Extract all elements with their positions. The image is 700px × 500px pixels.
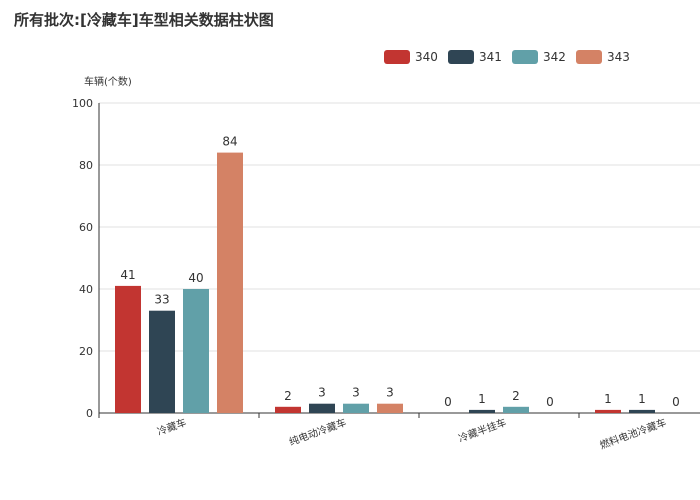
legend-label[interactable]: 340 [415, 50, 438, 64]
data-label: 40 [188, 271, 203, 285]
bar[interactable] [595, 409, 621, 413]
data-label: 2 [284, 389, 292, 403]
bar[interactable] [503, 406, 529, 413]
y-tick-label: 40 [79, 283, 93, 296]
data-label: 0 [546, 395, 554, 409]
legend-swatch[interactable] [384, 50, 410, 64]
x-tick-label: 纯电动冷藏车 [287, 416, 348, 449]
y-tick-label: 100 [72, 97, 93, 110]
y-tick-label: 60 [79, 221, 93, 234]
y-tick-label: 20 [79, 345, 93, 358]
data-label: 3 [352, 386, 360, 400]
legend-swatch[interactable] [512, 50, 538, 64]
bar[interactable] [275, 406, 301, 413]
legend-label[interactable]: 343 [607, 50, 630, 64]
x-tick-label: 冷藏车 [155, 416, 188, 438]
y-axis-label: 车辆(个数) [84, 75, 132, 88]
bar[interactable] [309, 403, 335, 413]
legend-swatch[interactable] [448, 50, 474, 64]
y-tick-label: 80 [79, 159, 93, 172]
chart-title: 所有批次:[冷藏车]车型相关数据柱状图 [14, 11, 274, 29]
x-tick-label: 燃料电池冷藏车 [598, 416, 668, 452]
data-label: 1 [604, 392, 612, 406]
data-label: 0 [444, 395, 452, 409]
data-label: 0 [672, 395, 680, 409]
x-tick-label: 冷藏半挂车 [457, 416, 508, 445]
data-label: 84 [222, 135, 237, 149]
data-label: 3 [318, 386, 326, 400]
bar[interactable] [217, 152, 243, 413]
legend-label[interactable]: 342 [543, 50, 566, 64]
bar[interactable] [469, 409, 495, 413]
data-label: 41 [120, 268, 135, 282]
data-label: 1 [478, 392, 486, 406]
bar[interactable] [377, 403, 403, 413]
bar[interactable] [343, 403, 369, 413]
bar[interactable] [149, 310, 175, 413]
legend-label[interactable]: 341 [479, 50, 502, 64]
data-label: 3 [386, 386, 394, 400]
bar[interactable] [183, 289, 209, 413]
legend-swatch[interactable] [576, 50, 602, 64]
y-tick-label: 0 [86, 407, 93, 420]
data-label: 33 [154, 293, 169, 307]
data-label: 2 [512, 389, 520, 403]
data-label: 1 [638, 392, 646, 406]
bar[interactable] [115, 285, 141, 413]
bar[interactable] [629, 409, 655, 413]
